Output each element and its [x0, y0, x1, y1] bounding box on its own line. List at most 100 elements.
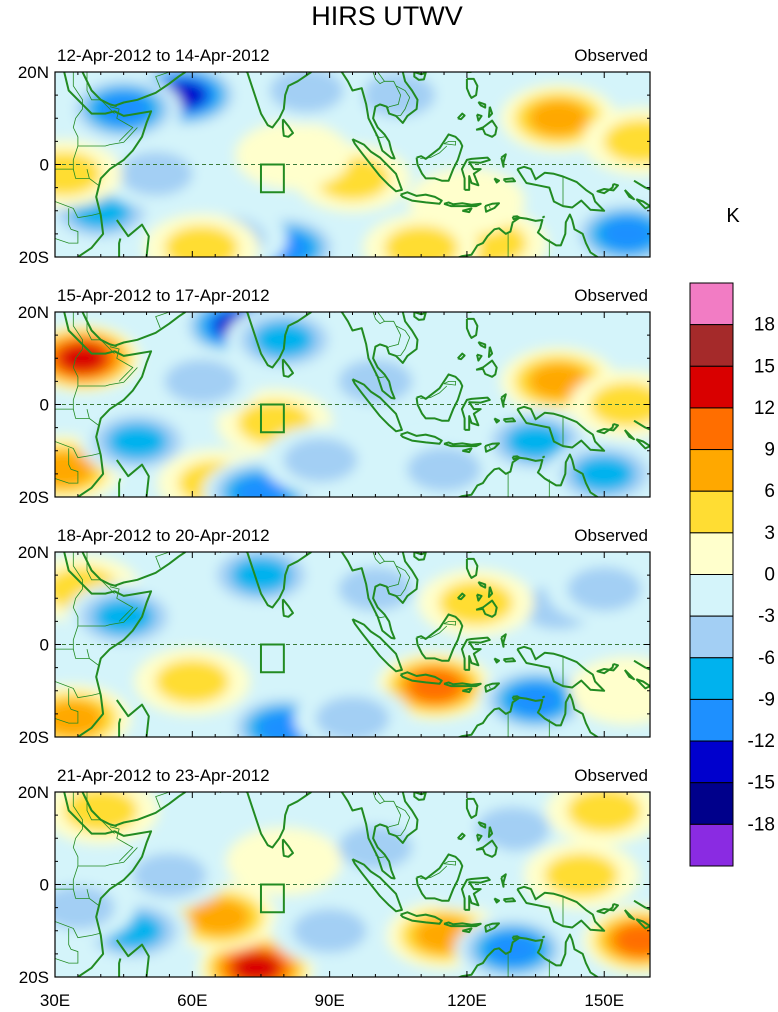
y-tick-label: 20S: [19, 728, 49, 747]
colorbar-label: -3: [758, 606, 775, 627]
colorbar-label: -6: [758, 648, 775, 669]
anomaly-blob: [408, 841, 525, 910]
anomaly-blob: [143, 347, 260, 416]
colorbar-swatch: [689, 698, 734, 742]
anomaly-blob: [582, 107, 650, 176]
panel-observed-label: Observed: [574, 766, 648, 785]
panel: 20N 0 20S 18-Apr-2012 to 20-Apr-2012 Observe…: [18, 526, 651, 747]
panel-period-label: 12-Apr-2012 to 14-Apr-2012: [57, 46, 270, 65]
colorbar-swatch: [689, 365, 734, 409]
anomaly-blob: [262, 426, 379, 494]
colorbar-label: -18: [748, 814, 775, 835]
anomaly-blob: [386, 435, 503, 497]
country-borders: [55, 312, 564, 497]
anomaly-blob: [569, 370, 650, 439]
panel: 20N 0 20S 12-Apr-2012 to 14-Apr-2012 Observe…: [18, 46, 651, 267]
anomaly-blob: [79, 407, 196, 476]
y-tick-label: 20S: [19, 488, 49, 507]
colorbar-swatch: [689, 740, 734, 784]
units-label: K: [726, 205, 740, 227]
anomaly-blob: [248, 72, 365, 125]
x-tick-label: 90E: [314, 991, 344, 1010]
anomaly-blob: [55, 139, 123, 208]
axis-ticks: [54, 791, 651, 978]
y-tick-label: 0: [40, 156, 49, 175]
colorbar-swatch: [689, 615, 734, 659]
x-tick-label: 150E: [584, 991, 624, 1010]
x-tick-label: 30E: [40, 991, 70, 1010]
anomaly-blob: [225, 827, 342, 896]
y-tick-label: 20N: [18, 63, 49, 82]
y-tick-label: 20N: [18, 303, 49, 322]
panel-period-label: 21-Apr-2012 to 23-Apr-2012: [57, 766, 270, 785]
anomaly-field: [55, 552, 650, 737]
anomaly-blob: [143, 213, 260, 257]
colorbar: 18 15 12 9 6 3 0 -3 -6 -9 -12 -15 -18: [689, 282, 775, 867]
x-tick-label: 60E: [177, 991, 207, 1010]
colorbar-label: 6: [764, 481, 775, 502]
anomaly-blob: [569, 199, 650, 257]
panel-observed-label: Observed: [574, 526, 648, 545]
anomaly-blob: [55, 873, 136, 942]
colorbar-swatch: [689, 282, 734, 326]
colorbar-swatch: [689, 574, 734, 617]
anomaly-blob: [235, 121, 351, 190]
panel-period-label: 18-Apr-2012 to 20-Apr-2012: [57, 526, 270, 545]
anomaly-blob: [418, 568, 535, 637]
country-borders: [55, 72, 564, 257]
anomaly-field: [55, 792, 650, 977]
y-tick-label: 20N: [18, 783, 49, 802]
colorbar-swatch: [689, 407, 734, 451]
panel-observed-label: Observed: [574, 46, 648, 65]
anomaly-blob: [134, 647, 251, 716]
colorbar-label: 9: [764, 440, 775, 461]
coastlines: [63, 72, 650, 257]
anomaly-blob: [363, 213, 480, 257]
colorbar-label: -9: [758, 689, 775, 710]
colorbar-label: 12: [754, 398, 775, 419]
colorbar-swatch: [689, 532, 734, 575]
anomaly-blob: [55, 324, 141, 393]
country-borders: [55, 792, 564, 977]
y-tick-label: 0: [40, 396, 49, 415]
y-tick-label: 0: [40, 636, 49, 655]
anomaly-blob: [317, 347, 434, 416]
anomaly-blob: [202, 552, 319, 610]
colorbar-label: 0: [764, 565, 775, 586]
highlight-box: [259, 403, 285, 434]
anomaly-field: [55, 312, 650, 497]
colorbar-label: 15: [754, 356, 775, 377]
colorbar-swatch: [689, 823, 734, 867]
panel: 20N 0 20S 15-Apr-2012 to 17-Apr-2012 Observe…: [18, 286, 651, 507]
anomaly-blob: [523, 841, 640, 910]
anomaly-blob: [294, 684, 411, 737]
colorbar-swatch: [689, 324, 734, 367]
colorbar-swatch: [689, 449, 734, 492]
colorbar-label: -12: [748, 731, 775, 752]
panel-observed-label: Observed: [574, 286, 648, 305]
axis-ticks: [54, 551, 651, 738]
coastlines: [63, 552, 650, 737]
colorbar-label: -15: [748, 773, 775, 794]
highlight-box: [259, 163, 285, 194]
anomaly-blob: [271, 896, 388, 965]
y-tick-label: 20S: [19, 248, 49, 267]
anomaly-blob: [65, 75, 182, 143]
coastlines: [63, 312, 650, 497]
y-tick-label: 20S: [19, 968, 49, 987]
anomaly-blob: [569, 656, 650, 725]
y-tick-label: 20N: [18, 543, 49, 562]
anomaly-field: [55, 72, 650, 257]
highlight-box: [259, 643, 285, 674]
y-tick-label: 0: [40, 876, 49, 895]
colorbar-swatch: [689, 657, 734, 700]
panel-period-label: 15-Apr-2012 to 17-Apr-2012: [57, 286, 270, 305]
highlight-box: [259, 883, 285, 914]
colorbar-swatch: [689, 782, 734, 825]
coastlines: [63, 792, 650, 977]
chart-title: HIRS UTWV: [311, 1, 463, 31]
panel: 20N 0 20S 21-Apr-2012 to 23-Apr-2012 Observe…: [18, 766, 651, 1010]
axis-ticks: [54, 311, 651, 498]
anomaly-blob: [582, 906, 650, 974]
